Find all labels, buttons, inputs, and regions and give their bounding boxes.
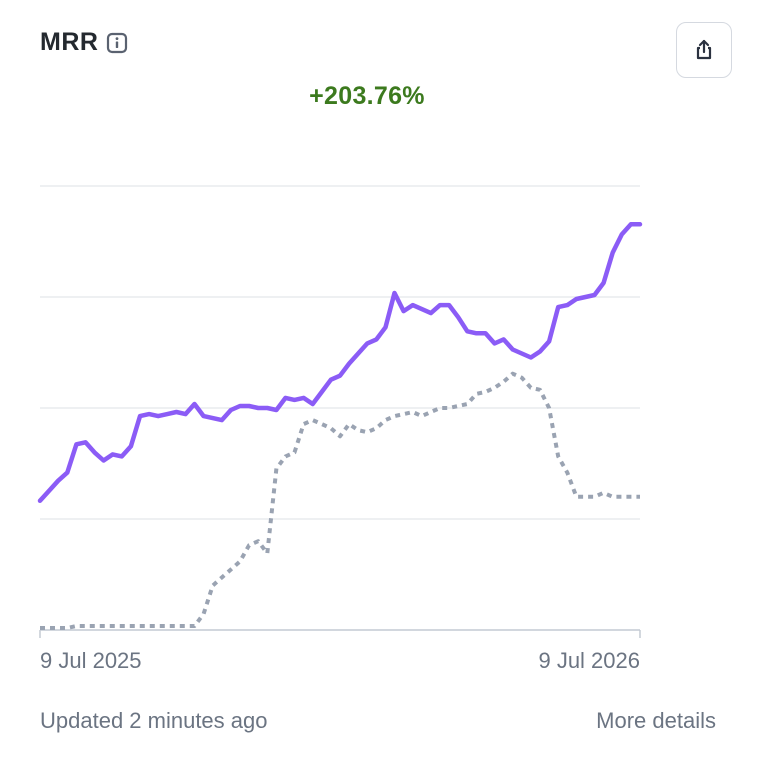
x-tick-label-end: 9 Jul 2026 <box>538 648 640 673</box>
chart-title: MRR <box>40 28 99 56</box>
series-line-current <box>37 222 643 504</box>
chart-header: MRR <box>40 28 128 57</box>
more-details-link[interactable]: More details <box>596 708 716 733</box>
share-button[interactable] <box>676 22 732 78</box>
series-line-previous <box>40 371 640 630</box>
mrr-line-chart: 9 Jul 2025 9 Jul 2026 <box>37 185 643 673</box>
updated-timestamp: Updated 2 minutes ago <box>40 708 268 733</box>
info-icon[interactable] <box>106 32 128 54</box>
change-percentage: +203.76% <box>309 82 425 110</box>
x-tick-label-start: 9 Jul 2025 <box>40 648 142 673</box>
share-icon <box>696 39 712 60</box>
